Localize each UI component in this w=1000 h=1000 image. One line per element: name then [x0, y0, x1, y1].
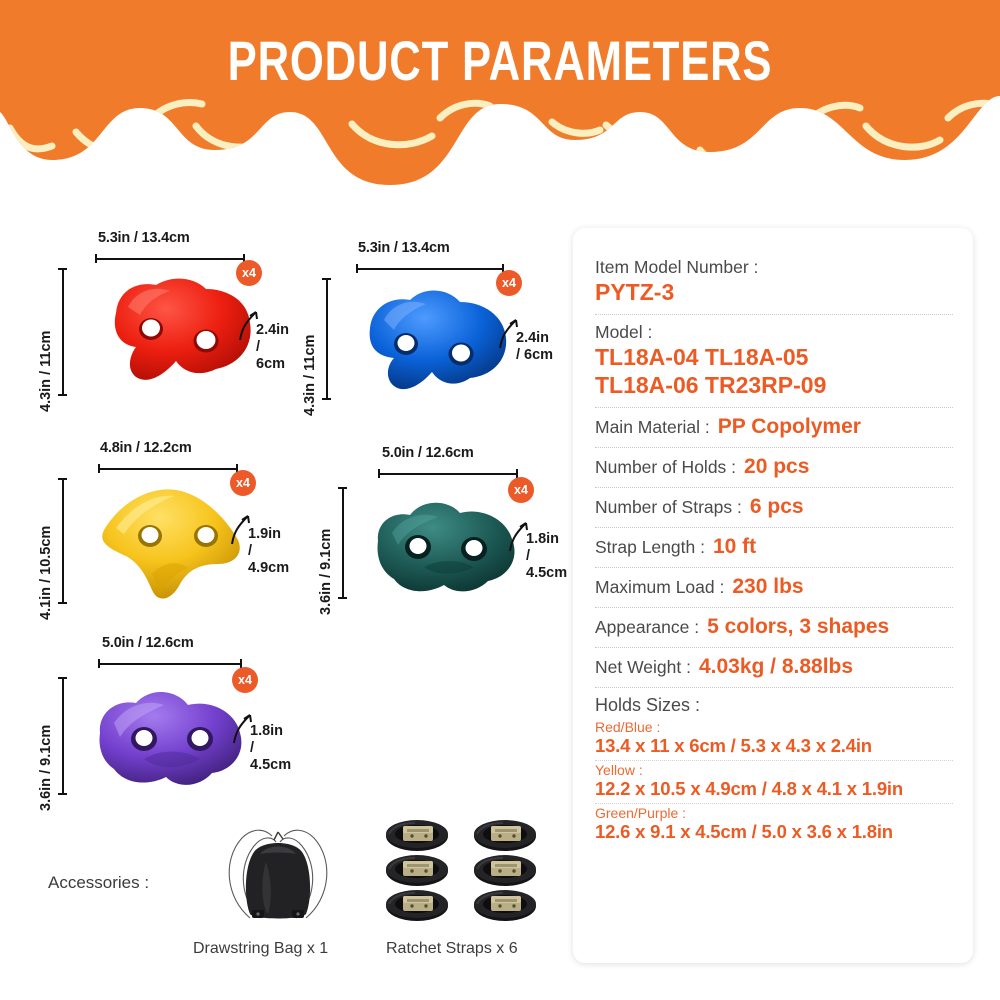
yellow-width-dimension-bar [98, 464, 238, 473]
maximum-load-label: Maximum Load : [595, 577, 725, 598]
spec-row-maximum-load: Maximum Load : 230 lbs [595, 568, 953, 609]
hold-item-yellow: 4.8in / 12.2cm 4.1in / 10.5cm x4 [38, 440, 290, 620]
purple-hold-shape [99, 691, 242, 785]
hold-item-green: 5.0in / 12.6cm 3.6in / 9.1cm x4 [318, 445, 570, 615]
holds-size-name: Yellow : [595, 762, 643, 779]
green-height-label: 3.6in / 9.1cm [318, 528, 334, 615]
spec-row-net-weight: Net Weight : 4.03kg / 8.88lbs [595, 648, 953, 689]
yellow-hold-shape [102, 489, 240, 599]
main-material-label: Main Material : [595, 417, 710, 438]
green-height-dimension-bar [338, 487, 347, 599]
red-hold-shape [114, 278, 251, 380]
blue-depth-label: 2.4in / 6cm [516, 330, 554, 364]
model-value-line-1: TL18A-04 TL18A-05 [595, 344, 809, 371]
hold-item-purple: 5.0in / 12.6cm 3.6in / 9.1cm x4 [38, 635, 292, 811]
red-depth-leader-line [239, 311, 258, 341]
purple-width-label: 5.0in / 12.6cm [102, 635, 194, 651]
purple-width-dimension-bar [98, 659, 242, 668]
holds-sizes-label: Holds Sizes : [595, 695, 701, 716]
blue-quantity-badge: x4 [496, 270, 522, 296]
yellow-depth-label: 1.9in / 4.9cm [248, 526, 290, 577]
yellow-height-dimension-bar [58, 478, 67, 604]
specification-panel: Item Model Number : PYTZ-3 Model : TL18A… [573, 228, 973, 963]
spec-row-appearance: Appearance : 5 colors, 3 shapes [595, 608, 953, 649]
blue-height-dimension-bar [322, 278, 331, 400]
net-weight-label: Net Weight : [595, 657, 691, 678]
holds-size-group: Yellow : 12.2 x 10.5 x 4.9cm / 4.8 x 4.1… [595, 761, 953, 805]
holds-size-dims: 13.4 x 11 x 6cm / 5.3 x 4.3 x 2.4in [595, 735, 872, 757]
item-model-number-label: Item Model Number : [595, 257, 759, 277]
red-width-dimension-bar [95, 254, 245, 263]
red-depth-label: 2.4in / 6cm [256, 322, 290, 373]
green-width-label: 5.0in / 12.6cm [382, 445, 474, 461]
green-quantity-badge: x4 [508, 477, 534, 503]
maximum-load-value: 230 lbs [732, 575, 804, 599]
holds-diagram-area: 5.3in / 13.4cm 4.3in / 11cm x4 [0, 205, 575, 825]
spec-row-main-material: Main Material : PP Copolymer [595, 408, 953, 449]
net-weight-value: 4.03kg / 8.88lbs [698, 655, 854, 679]
hold-item-red: 5.3in / 13.4cm 4.3in / 11cm x4 [38, 230, 290, 412]
blue-width-label: 5.3in / 13.4cm [358, 240, 450, 256]
drawstring-bag-caption: Drawstring Bag x 1 [193, 940, 329, 957]
purple-height-label: 3.6in / 9.1cm [38, 724, 54, 811]
appearance-label: Appearance : [595, 617, 700, 638]
purple-height-dimension-bar [58, 677, 67, 795]
header-banner: PRODUCT PARAMETERS [0, 0, 1000, 185]
page-title: PRODUCT PARAMETERS [227, 29, 773, 92]
holds-size-name: Red/Blue : [595, 719, 661, 736]
number-of-holds-value: 20 pcs [744, 455, 810, 479]
holds-size-dims: 12.2 x 10.5 x 4.9cm / 4.8 x 4.1 x 1.9in [595, 778, 903, 800]
main-material-value: PP Copolymer [717, 415, 861, 439]
red-height-label: 4.3in / 11cm [38, 330, 54, 412]
green-hold-shape [377, 502, 515, 592]
model-label: Model : [595, 322, 653, 343]
model-value-line-2: TL18A-06 TR23RP-09 [595, 372, 827, 399]
ratchet-straps-image [385, 820, 537, 922]
green-depth-label: 1.8in / 4.5cm [526, 531, 568, 582]
purple-depth-leader-line [233, 714, 252, 744]
hold-item-blue: 5.3in / 13.4cm 4.3in / 11cm x4 [302, 240, 560, 416]
number-of-straps-label: Number of Straps : [595, 497, 742, 518]
yellow-quantity-badge: x4 [230, 470, 256, 496]
item-model-number-value: PYTZ-3 [595, 279, 675, 305]
holds-size-group: Red/Blue : 13.4 x 11 x 6cm / 5.3 x 4.3 x… [595, 718, 953, 762]
holds-size-group: Green/Purple : 12.6 x 9.1 x 4.5cm / 5.0 … [595, 804, 953, 846]
blue-hold-shape [369, 290, 507, 390]
blue-width-dimension-bar [356, 264, 504, 273]
blue-height-label: 4.3in / 11cm [302, 334, 318, 416]
spec-row-model: Model : TL18A-04 TL18A-05 TL18A-06 TR23R… [595, 315, 953, 409]
spec-row-number-of-holds: Number of Holds : 20 pcs [595, 448, 953, 489]
red-height-dimension-bar [58, 268, 67, 396]
drawstring-bag-image [228, 829, 328, 919]
red-quantity-badge: x4 [236, 260, 262, 286]
spec-row-item-model-number: Item Model Number : PYTZ-3 [595, 250, 953, 316]
green-width-dimension-bar [378, 469, 518, 478]
accessories-label: Accessories : [48, 873, 150, 892]
purple-quantity-badge: x4 [232, 667, 258, 693]
yellow-height-label: 4.1in / 10.5cm [38, 525, 54, 620]
green-depth-leader-line [509, 522, 528, 552]
number-of-straps-value: 6 pcs [749, 495, 804, 519]
strap-length-label: Strap Length : [595, 537, 705, 558]
yellow-depth-leader-line [231, 515, 250, 545]
spec-row-holds-sizes: Holds Sizes : Red/Blue : 13.4 x 11 x 6cm… [595, 688, 953, 846]
ratchet-straps-caption: Ratchet Straps x 6 [386, 940, 518, 957]
holds-size-dims: 12.6 x 9.1 x 4.5cm / 5.0 x 3.6 x 1.8in [595, 821, 893, 843]
red-width-label: 5.3in / 13.4cm [98, 230, 190, 246]
yellow-width-label: 4.8in / 12.2cm [100, 440, 192, 456]
purple-depth-label: 1.8in / 4.5cm [250, 723, 292, 774]
holds-size-name: Green/Purple : [595, 805, 687, 822]
strap-length-value: 10 ft [712, 535, 757, 559]
spec-row-number-of-straps: Number of Straps : 6 pcs [595, 488, 953, 529]
number-of-holds-label: Number of Holds : [595, 457, 737, 478]
appearance-value: 5 colors, 3 shapes [707, 615, 890, 639]
blue-depth-leader-line [499, 319, 518, 349]
spec-row-strap-length: Strap Length : 10 ft [595, 528, 953, 569]
